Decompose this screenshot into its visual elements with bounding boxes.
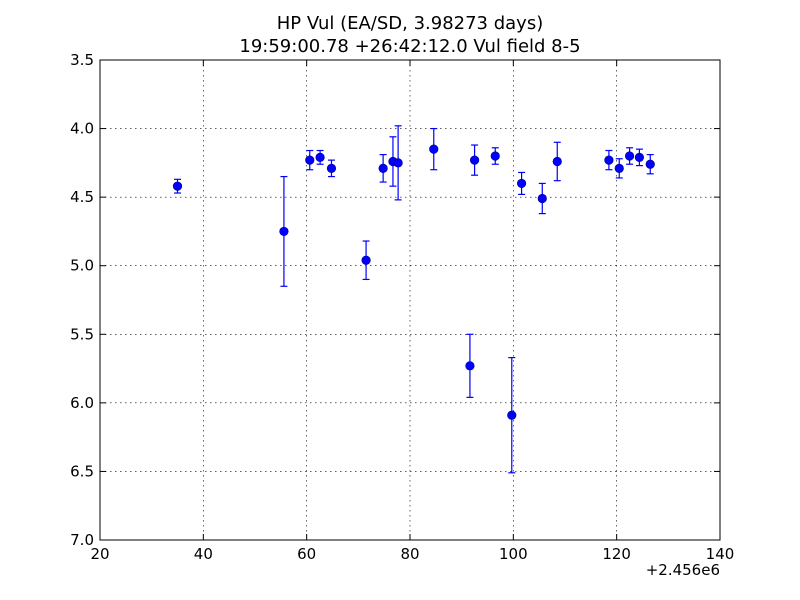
data-point bbox=[305, 155, 315, 165]
data-point bbox=[537, 193, 547, 204]
x-tick-label: 20 bbox=[90, 545, 109, 563]
data-point bbox=[624, 151, 635, 161]
x-tick-label: 120 bbox=[602, 545, 631, 563]
y-tick-label: 3.5 bbox=[70, 51, 94, 69]
data-point bbox=[604, 155, 614, 165]
axis-ticks: 20 40 60 80 100 120 140 3.5 4.0 4.5 5.0 5.5 6.0 6.5 7.… bbox=[70, 51, 734, 563]
data-point-group bbox=[305, 149, 315, 171]
data-point-group bbox=[361, 240, 371, 281]
data-point bbox=[279, 226, 289, 237]
data-point-group bbox=[326, 159, 337, 178]
data-point-group bbox=[172, 178, 183, 194]
plot-frame bbox=[99, 59, 721, 541]
y-tick-label: 5.5 bbox=[70, 325, 94, 343]
data-point bbox=[490, 151, 500, 161]
y-tick-label: 6.0 bbox=[70, 394, 94, 412]
data-point-group bbox=[537, 182, 547, 215]
data-series bbox=[172, 125, 655, 474]
data-point-group bbox=[552, 141, 562, 182]
y-tick-label: 6.5 bbox=[70, 462, 94, 480]
data-point-group bbox=[465, 333, 475, 398]
data-point-group bbox=[516, 171, 527, 195]
grid bbox=[100, 60, 720, 540]
data-point bbox=[507, 410, 517, 420]
data-point bbox=[469, 155, 480, 165]
data-point-group bbox=[279, 175, 289, 287]
data-point bbox=[326, 163, 337, 173]
data-point-group bbox=[624, 147, 635, 165]
data-point bbox=[516, 178, 527, 189]
data-point bbox=[315, 152, 325, 162]
y-tick-label: 5.0 bbox=[70, 257, 94, 275]
data-point bbox=[645, 159, 655, 169]
data-point-group bbox=[634, 148, 645, 167]
data-point bbox=[552, 156, 562, 167]
data-point-group bbox=[378, 154, 388, 183]
y-tick-label: 7.0 bbox=[70, 531, 94, 549]
x-tick-label: 80 bbox=[400, 545, 419, 563]
data-point-group bbox=[469, 144, 480, 176]
data-point bbox=[172, 181, 183, 191]
data-point-group bbox=[507, 357, 517, 474]
chart-subtitle: 19:59:00.78 +26:42:12.0 Vul field 8-5 bbox=[239, 36, 580, 57]
data-point bbox=[429, 144, 439, 154]
data-point bbox=[378, 163, 388, 173]
data-point-group bbox=[429, 127, 439, 171]
data-point-group bbox=[604, 149, 614, 171]
data-point bbox=[393, 158, 403, 168]
data-point bbox=[614, 163, 624, 173]
x-tick-label: 140 bbox=[706, 545, 735, 563]
y-tick-label: 4.0 bbox=[70, 120, 94, 138]
data-point-group bbox=[490, 147, 500, 165]
data-point bbox=[465, 361, 475, 371]
data-point-group bbox=[645, 154, 655, 175]
x-tick-label: 60 bbox=[297, 545, 316, 563]
data-point-group bbox=[315, 149, 325, 165]
data-point-group bbox=[393, 125, 403, 201]
x-tick-label: 40 bbox=[194, 545, 213, 563]
data-point bbox=[634, 152, 645, 162]
chart-title: HP Vul (EA/SD, 3.98273 days) bbox=[277, 13, 544, 34]
x-offset-label: +2.456e6 bbox=[646, 561, 720, 579]
x-tick-label: 100 bbox=[499, 545, 528, 563]
y-tick-label: 4.5 bbox=[70, 188, 94, 206]
data-point-group bbox=[614, 158, 624, 179]
data-point bbox=[361, 255, 371, 265]
